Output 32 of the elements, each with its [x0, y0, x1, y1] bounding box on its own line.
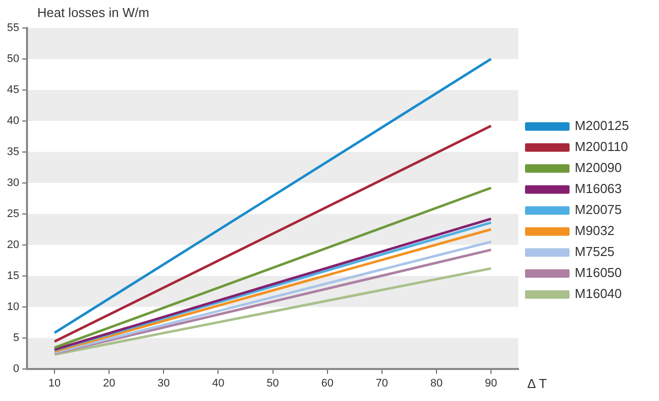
y-tick-label: 25 [6, 208, 20, 220]
x-tick-label: 30 [158, 377, 170, 390]
legend-label: M16050 [574, 265, 622, 280]
y-tick-label: 40 [6, 114, 20, 127]
y-tick-label: 20 [6, 238, 20, 251]
legend-label: M16063 [574, 181, 622, 196]
legend-label: M200125 [574, 118, 630, 134]
x-tick-label: 70 [376, 377, 388, 390]
y-tick-label: 55 [6, 22, 20, 34]
y-tick-label: 45 [6, 84, 20, 96]
y-tick-label: 5 [13, 332, 20, 344]
y-tick-label: 15 [6, 270, 20, 282]
x-tick-label: 60 [321, 377, 334, 390]
y-tick-label: 0 [13, 362, 20, 375]
legend-label: M200110 [574, 139, 628, 154]
x-tick-label: 20 [102, 377, 116, 390]
x-tick-label: 10 [48, 377, 61, 390]
x-axis-title: Δ T [527, 376, 547, 391]
legend-label: M9032 [574, 223, 615, 238]
y-tick-label: 30 [6, 176, 20, 189]
legend-label: M20075 [574, 202, 622, 218]
x-tick-label: 80 [430, 377, 443, 390]
y-tick-label: 10 [6, 300, 20, 313]
x-tick-label: 50 [266, 377, 279, 390]
y-tick-label: 35 [6, 146, 20, 158]
legend-label: M7525 [574, 244, 615, 260]
y-tick-label: 50 [6, 53, 20, 66]
y-axis-title: Heat losses in W/m [37, 5, 150, 20]
x-tick-label: 40 [212, 377, 224, 390]
x-tick-label: 90 [484, 377, 498, 390]
legend-label: M20090 [574, 160, 622, 176]
legend-label: M16040 [574, 286, 622, 302]
